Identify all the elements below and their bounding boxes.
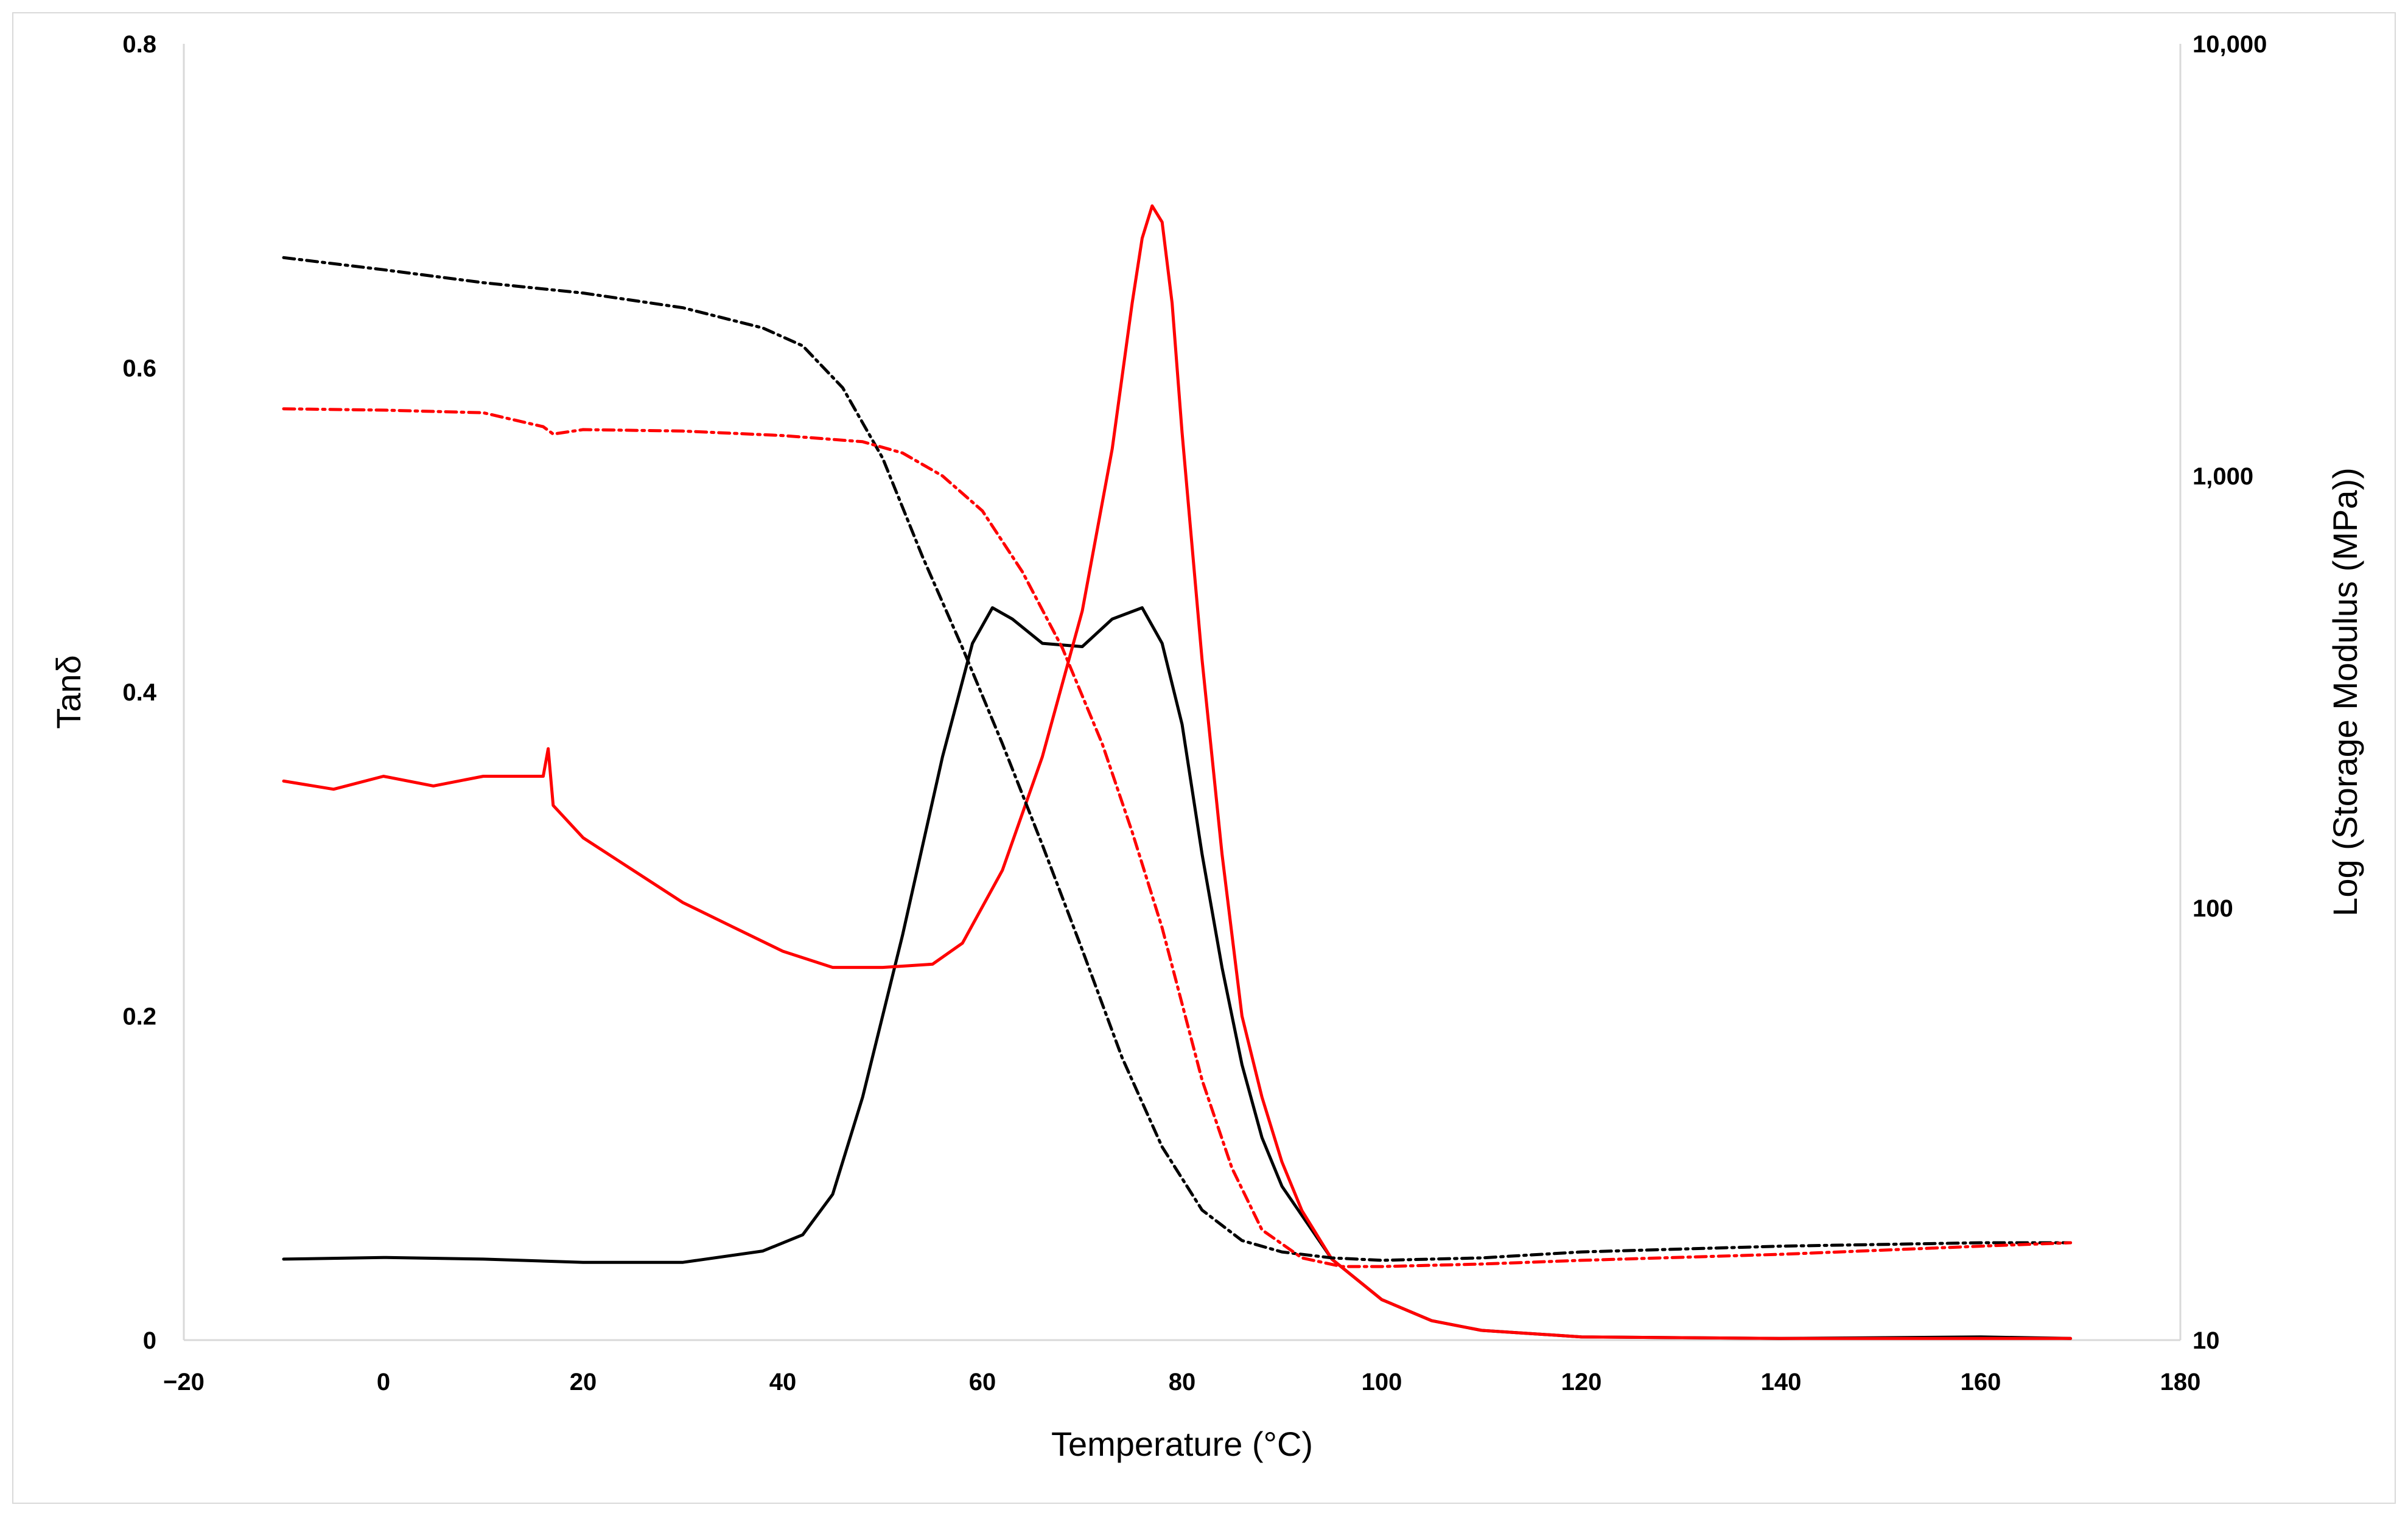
x-tick-label: 120	[1561, 1369, 1602, 1395]
series-line-2	[282, 204, 2073, 1340]
chart-svg: −20 0 20 40 60 80 100 120 140 160 180 0 0.2 0.4 0.6 0.8…	[49, 31, 2364, 1463]
x-tick-label: 160	[1961, 1369, 2001, 1395]
x-tick-label: 40	[769, 1369, 797, 1395]
x-tick-label: 140	[1761, 1369, 1802, 1395]
y2-tick-label: 10	[2193, 1327, 2220, 1354]
x-tick-label: 80	[1169, 1369, 1196, 1395]
chart-area: −20 0 20 40 60 80 100 120 140 160 180 0 0.2 0.4 0.6 0.8…	[12, 12, 2396, 1504]
x-tick-label: 20	[570, 1369, 597, 1395]
x-tick-label: 0	[377, 1369, 390, 1395]
x-axis-title: Temperature (°C)	[1051, 1425, 1313, 1463]
x-tick-label: 180	[2160, 1369, 2201, 1395]
y-tick-label: 0.8	[122, 31, 156, 58]
x-tick-label: −20	[163, 1369, 205, 1395]
y2-tick-label: 1,000	[2193, 463, 2253, 490]
y-tick-label: 0	[143, 1327, 156, 1354]
x-tick-label: 100	[1362, 1369, 1402, 1395]
series-line-4	[282, 407, 2073, 1268]
series-line-1	[282, 606, 2073, 1340]
y2-tick-label: 10,000	[2193, 31, 2267, 58]
y-tick-label: 0.4	[122, 679, 156, 706]
series-line-3	[282, 256, 2073, 1262]
y-axis-title: Tanδ	[49, 655, 88, 728]
tick-labels: −20 0 20 40 60 80 100 120 140 160 180 0 0.2 0.4 0.6 0.8…	[122, 31, 2267, 1395]
y2-tick-label: 100	[2193, 895, 2233, 922]
y-tick-label: 0.2	[122, 1004, 156, 1030]
y-tick-label: 0.6	[122, 355, 156, 382]
y2-axis-title: Log (Storage Modulus (MPa))	[2326, 467, 2364, 917]
x-tick-label: 60	[969, 1369, 996, 1395]
series-lines	[282, 204, 2073, 1340]
axes	[183, 44, 2182, 1341]
